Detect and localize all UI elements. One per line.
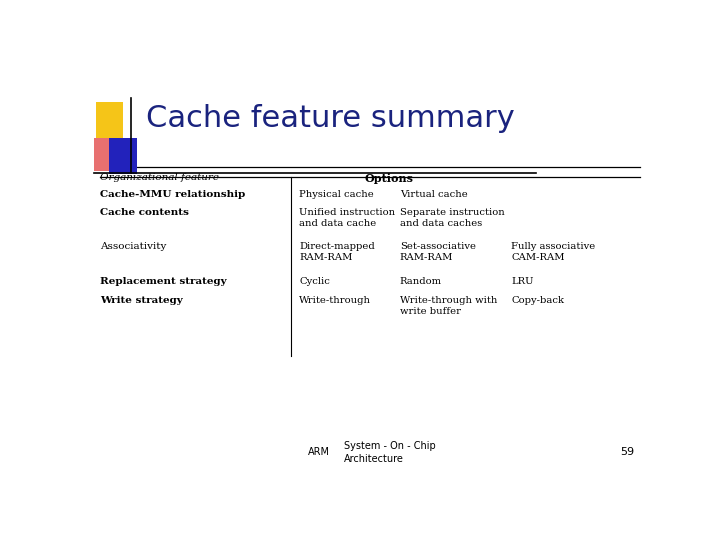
Text: Cache contents: Cache contents	[100, 208, 189, 217]
Text: 59: 59	[620, 447, 634, 457]
Text: Cyclic: Cyclic	[300, 277, 330, 286]
Text: Direct-mapped
RAM-RAM: Direct-mapped RAM-RAM	[300, 241, 375, 261]
Text: Fully associative
CAM-RAM: Fully associative CAM-RAM	[511, 241, 595, 261]
Bar	[96, 102, 124, 140]
Text: Cache-MMU relationship: Cache-MMU relationship	[100, 190, 246, 199]
Text: Unified instruction
and data cache: Unified instruction and data cache	[300, 208, 395, 228]
Text: Cache feature summary: Cache feature summary	[145, 104, 515, 133]
Text: ARM: ARM	[307, 447, 330, 457]
Text: Set-associative
RAM-RAM: Set-associative RAM-RAM	[400, 241, 476, 261]
Text: Options: Options	[364, 173, 413, 184]
Text: Separate instruction
and data caches: Separate instruction and data caches	[400, 208, 505, 228]
Text: Organizational feature: Organizational feature	[100, 173, 219, 182]
Text: Physical cache: Physical cache	[300, 190, 374, 199]
Text: Random: Random	[400, 277, 442, 286]
Bar	[109, 138, 137, 174]
Text: Write-through with
write buffer: Write-through with write buffer	[400, 295, 497, 316]
Text: Virtual cache: Virtual cache	[400, 190, 467, 199]
Text: Write-through: Write-through	[300, 295, 372, 305]
Text: System - On - Chip
Architecture: System - On - Chip Architecture	[344, 441, 436, 463]
Text: Copy-back: Copy-back	[511, 295, 564, 305]
Text: LRU: LRU	[511, 277, 534, 286]
Text: Replacement strategy: Replacement strategy	[100, 277, 227, 286]
Bar	[94, 138, 115, 171]
Text: Write strategy: Write strategy	[100, 295, 183, 305]
Text: Associativity: Associativity	[100, 241, 166, 251]
